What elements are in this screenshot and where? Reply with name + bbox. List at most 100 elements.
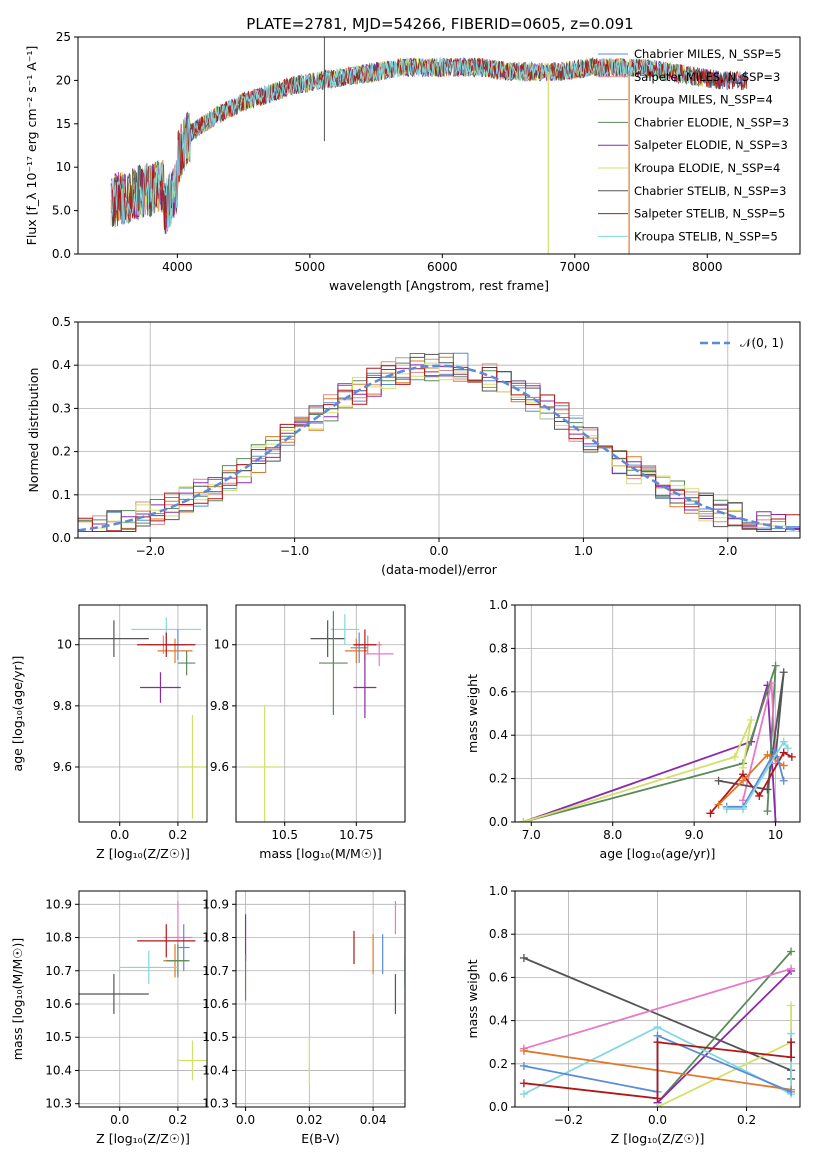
x-axis-label: Z [log₁₀(Z/Z☉)] <box>96 1131 190 1146</box>
y-tick-label: 9.6 <box>53 760 72 774</box>
weight-line <box>656 950 792 1104</box>
x-axis-label: age [log₁₀(age/yr)] <box>600 846 716 861</box>
x-tick-label: 8000 <box>692 260 723 274</box>
panel-z_mass: 0.0 0.2 10.3 10.4 10.5 10.6 10.7 10.8 10.9 Z [log… <box>10 890 208 1146</box>
y-tick-label: 0.6 <box>489 685 508 699</box>
weight-line <box>522 665 777 822</box>
axes-frame <box>78 604 208 823</box>
y-tick-label: 10.7 <box>202 964 229 978</box>
x-axis-label: Z [log₁₀(Z/Z☉)] <box>96 846 190 861</box>
y-tick-label: 10 <box>56 160 71 174</box>
y-tick-label: 10.3 <box>202 1097 229 1111</box>
weight-marker <box>739 776 747 785</box>
x-tick-label: 7.0 <box>522 828 541 842</box>
y-tick-label: 0.4 <box>489 1014 508 1028</box>
x-tick-label: 0.0 <box>110 828 129 842</box>
y-tick-label: 10.9 <box>45 897 72 911</box>
y-tick-label: 0.0 <box>52 247 71 261</box>
axes-frame <box>514 604 801 823</box>
weight-marker <box>787 752 796 761</box>
legend-entry: 𝒩(0, 1) <box>740 336 784 350</box>
x-tick-label: 0.02 <box>296 1113 323 1127</box>
x-tick-label: 8.0 <box>603 828 622 842</box>
y-tick-label: 10.3 <box>45 1097 72 1111</box>
y-tick-label: 10.7 <box>45 964 72 978</box>
weight-marker <box>787 964 796 973</box>
y-axis-label: Normed distribution <box>26 368 41 493</box>
weight-marker <box>763 750 772 759</box>
plot-area-spectrum <box>110 37 748 254</box>
weight-marker <box>714 800 723 809</box>
weight-marker <box>787 1029 796 1038</box>
y-tick-label: 5.0 <box>52 204 71 218</box>
weight-marker <box>783 744 792 753</box>
weight-marker <box>779 668 788 677</box>
weight-line <box>522 685 777 822</box>
legend-entry: Kroupa ELODIE, N_SSP=4 <box>634 161 780 175</box>
axes-frame <box>78 890 208 1108</box>
weight-marker <box>779 776 788 785</box>
x-tick-label: 7000 <box>560 260 591 274</box>
y-tick-label: 20 <box>56 73 71 87</box>
axes-frame <box>235 604 406 823</box>
x-tick-label: 0.2 <box>168 828 187 842</box>
legend-entry: Chabrier MILES, N_SSP=5 <box>634 47 781 61</box>
weight-marker <box>771 661 780 670</box>
y-tick-label: 10.9 <box>202 897 229 911</box>
y-tick-label: 0.5 <box>52 315 71 329</box>
weight-marker <box>722 804 731 813</box>
plot-area-z_age <box>79 617 207 819</box>
weight-marker <box>787 1001 796 1010</box>
y-tick-label: 9.6 <box>210 760 229 774</box>
y-tick-label: 0.1 <box>52 488 71 502</box>
panel-age_weight: 7.0 8.0 9.0 10 0.0 0.2 0.4 0.6 0.8 1.0 age [log₁₀(… <box>465 598 801 861</box>
spectrum-line <box>110 56 708 226</box>
weight-marker <box>787 1087 796 1096</box>
y-tick-label: 9.8 <box>210 699 229 713</box>
axes-frame <box>77 36 801 255</box>
y-tick-label: 25 <box>56 30 71 44</box>
y-tick-label: 10.5 <box>202 1030 229 1044</box>
y-tick-label: 10 <box>57 638 72 652</box>
x-axis-label: wavelength [Angstrom, rest frame] <box>329 278 549 293</box>
y-tick-label: 15 <box>56 117 71 131</box>
spectrum-line <box>110 56 695 231</box>
x-axis-label: E(B-V) <box>301 1131 340 1146</box>
weight-marker <box>519 1079 528 1088</box>
weight-marker <box>739 804 747 813</box>
weight-marker <box>519 1061 528 1070</box>
weight-marker <box>706 809 715 818</box>
weight-line <box>709 751 793 814</box>
histogram-step <box>78 362 800 532</box>
y-tick-label: 10.8 <box>45 931 72 945</box>
x-tick-label: 0.0 <box>236 1113 255 1127</box>
x-tick-label: 4000 <box>162 260 193 274</box>
y-axis-label: mass weight <box>465 674 480 753</box>
panel-residuals: −2.0 −1.0 0.0 1.0 2.0 0.0 0.1 0.2 0.3 0.4 0.5 (data… <box>26 315 801 577</box>
weight-line <box>718 672 785 791</box>
y-tick-label: 1.0 <box>489 598 508 612</box>
x-tick-label: 1.0 <box>574 544 593 558</box>
x-tick-label: 0.0 <box>429 544 448 558</box>
histogram-step <box>78 353 800 532</box>
y-tick-label: 10.5 <box>45 1030 72 1044</box>
legend-entry: Kroupa STELIB, N_SSP=5 <box>634 229 778 243</box>
weight-marker <box>763 807 772 816</box>
y-tick-label: 10.4 <box>202 1063 229 1077</box>
y-axis-label: age [log₁₀(age/yr)] <box>10 656 25 772</box>
x-axis-label: (data-model)/error <box>381 562 498 577</box>
x-tick-label: 9.0 <box>685 828 704 842</box>
weight-line <box>656 970 792 1104</box>
y-tick-label: 0.2 <box>489 1057 508 1071</box>
weight-line <box>717 753 785 806</box>
weight-marker <box>653 1038 662 1047</box>
x-tick-label: 10 <box>768 828 783 842</box>
y-tick-label: 10.8 <box>202 931 229 945</box>
weight-marker <box>519 818 528 822</box>
x-tick-label: 10.75 <box>339 828 373 842</box>
plot-area-residuals <box>78 352 800 532</box>
weight-line <box>522 719 752 822</box>
y-tick-label: 0.3 <box>52 401 71 415</box>
x-tick-label: 2.0 <box>718 544 737 558</box>
weight-marker <box>653 1103 662 1107</box>
